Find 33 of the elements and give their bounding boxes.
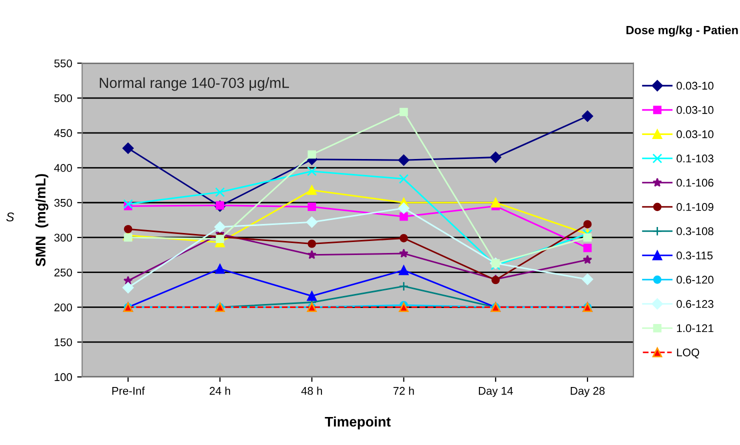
y-tick-label: 100 <box>54 373 72 382</box>
x-tick-label: 72 h <box>393 386 414 395</box>
y-tick-label: 400 <box>54 164 72 172</box>
legend-label: 0.1-109 <box>676 203 714 211</box>
text: S <box>6 212 14 222</box>
legend-label: 0.6-120 <box>676 276 714 284</box>
y-tick-label: 300 <box>54 234 72 242</box>
x-tick-label: 48 h <box>301 386 322 395</box>
x-tick-label: Day 28 <box>570 386 605 397</box>
x-tick-label: Pre-Inf <box>112 386 145 395</box>
y-tick-label: 350 <box>54 198 72 207</box>
legend-label: 0.1-106 <box>676 178 714 187</box>
legend-label: 0.03-10 <box>676 82 714 90</box>
y-axis-title: SMN (mg/mL) <box>35 174 48 266</box>
y-tick-label: 200 <box>54 303 72 312</box>
y-tick-label: 550 <box>54 59 72 68</box>
y-tick-label: 150 <box>54 338 72 346</box>
y-tick-label: 250 <box>54 268 72 276</box>
legend-label: 0.3-115 <box>676 252 713 260</box>
legend-title: Dose mg/kg - Patien <box>626 26 738 37</box>
legend-label: 0.3-108 <box>676 227 714 236</box>
legend-label: 0.1-103 <box>676 154 714 162</box>
y-tick-label: 500 <box>54 94 72 102</box>
x-tick-label: Day 14 <box>478 387 513 397</box>
legend-label: 0.03-10 <box>676 106 714 114</box>
x-axis-title: Timepoint <box>324 416 391 430</box>
annotation: Normal range 140-703 μg/mL <box>100 77 289 91</box>
legend-label: 0.6-123 <box>676 300 714 308</box>
legend-label: 1.0-121 <box>677 324 714 332</box>
y-tick-label: 450 <box>54 129 72 138</box>
x-tick-label: 24 h <box>210 386 230 395</box>
legend-label: LOQ <box>677 348 700 358</box>
legend-label: 0.03-10 <box>676 130 714 138</box>
